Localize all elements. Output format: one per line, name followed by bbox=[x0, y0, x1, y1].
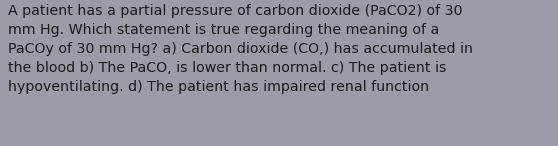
Text: A patient has a partial pressure of carbon dioxide (PaCO2) of 30
mm Hg. Which st: A patient has a partial pressure of carb… bbox=[8, 4, 473, 94]
